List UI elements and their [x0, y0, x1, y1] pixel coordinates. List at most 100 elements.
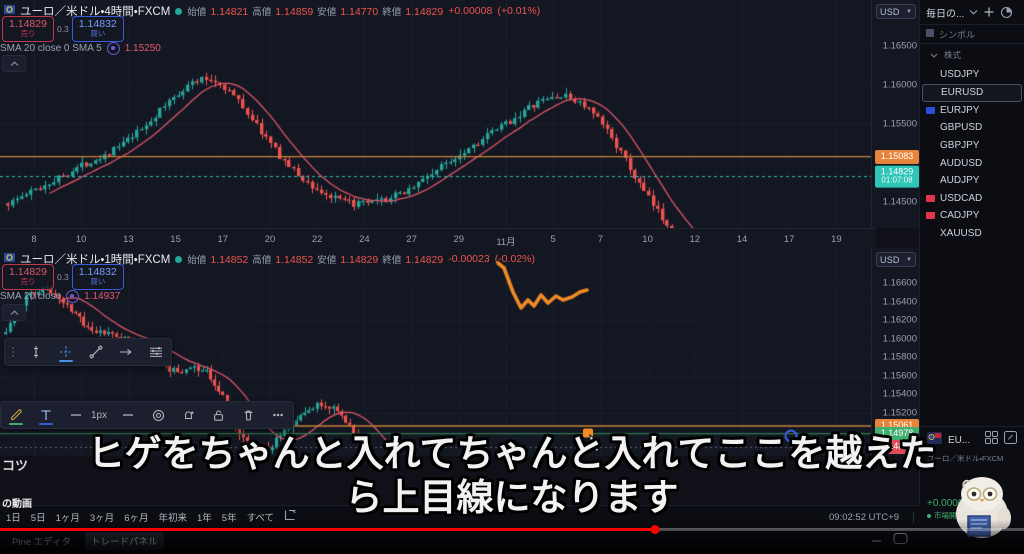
watchlist-item-usdcad[interactable]: USDCAD [920, 190, 1024, 208]
price-badge-orange[interactable]: 1.15083 [875, 149, 919, 164]
timeframe-button-6[interactable]: 1年 [197, 513, 212, 524]
crosshair-tool-icon[interactable] [51, 339, 81, 365]
trendline-tool-icon[interactable] [81, 339, 111, 365]
chart-canvas-4h[interactable] [0, 0, 876, 228]
timeframe-button-7[interactable]: 5年 [221, 513, 237, 524]
price-badge-red[interactable]: 1.14829 [875, 440, 919, 455]
sort-icon[interactable] [926, 29, 934, 39]
watchlist-item-cadjpy[interactable]: CADJPY [920, 207, 1024, 225]
arrow-tool-icon[interactable] [111, 339, 141, 365]
timeframe-button-0[interactable]: 1日 [6, 513, 21, 524]
watchlist-item-gbpusd[interactable]: GBPUSD [920, 119, 1024, 137]
delete-tool-icon[interactable] [233, 402, 263, 428]
chevron-down-icon[interactable] [969, 9, 978, 15]
visibility-icon[interactable] [106, 42, 120, 55]
sell-button-1h[interactable]: 1.14829 売り [2, 264, 54, 290]
watchlist-item-audusd[interactable]: AUDUSD [920, 154, 1024, 172]
watchlist-group-row[interactable]: 株式 [920, 44, 1024, 66]
jump-to-date-icon[interactable] [284, 508, 297, 526]
watchlist-item-eurjpy[interactable]: EURJPY [920, 102, 1024, 120]
watchlist-item-usdjpy[interactable]: USDJPY [920, 66, 1024, 84]
price-tick: 1.15200 [882, 407, 917, 419]
chart-legend-1h: ユーロ／米ドル・1時間・FXCM 始値 1.14852 高値 1.14852 安… [4, 251, 535, 267]
collapse-pane-button-1h[interactable] [2, 304, 26, 321]
time-tick: 22 [311, 234, 323, 245]
indicator-value-1h: 1.14937 [84, 291, 121, 302]
timeframe-button-8[interactable]: すべて [246, 513, 275, 524]
bid-ask-widget-4h[interactable]: 1.14829 売り 0.3 1.14832 買い [2, 16, 124, 42]
detail-status-text: 市場開始 [934, 511, 964, 520]
fib-tool-icon[interactable] [141, 339, 171, 365]
watchlist-column-header[interactable]: シンボル [920, 24, 1024, 44]
drawing-handle[interactable] [583, 428, 593, 438]
timeframe-button-5[interactable]: 年初来 [158, 513, 187, 524]
watchlist-item-audjpy[interactable]: AUDJPY [920, 172, 1024, 190]
low-value: 1.14829 [340, 254, 379, 266]
lock-tool-icon[interactable] [203, 402, 233, 428]
edit-icon[interactable] [1004, 431, 1017, 449]
currency-selector-1h[interactable]: USD ▼ [876, 252, 916, 267]
time-tick: 14 [736, 234, 748, 245]
symbol-flag-icon [926, 177, 935, 184]
price-scale-1h[interactable]: USD ▼ 1.16600 1.16400 1.16200 1.16000 1.1580… [871, 248, 920, 456]
time-tick: 29 [453, 234, 465, 245]
chevron-down-icon[interactable] [930, 50, 938, 60]
timeframe-button-4[interactable]: 6ヶ月 [124, 513, 149, 524]
watchlist-title[interactable]: 毎日の... [926, 8, 965, 20]
visibility-icon[interactable] [66, 290, 80, 303]
text-tool-icon[interactable] [31, 402, 61, 428]
drawing-tools-toolbar[interactable] [4, 338, 172, 366]
price-badge-green[interactable]: 1.14978 [875, 426, 919, 441]
sell-button-4h[interactable]: 1.14829 売り [2, 16, 54, 42]
line-width-value[interactable]: 1px [91, 409, 108, 421]
settings-tool-icon[interactable] [143, 402, 173, 428]
indicator-row-4h[interactable]: SMA 20 close 0 SMA 5 1.15250 [0, 42, 161, 55]
price-tick: 1.16200 [882, 314, 917, 326]
bid-ask-widget-1h[interactable]: 1.14829 売り 0.3 1.14832 買い [2, 264, 124, 290]
video-player-controls[interactable] [0, 520, 1024, 554]
buy-button-4h[interactable]: 1.14832 買い [71, 16, 124, 42]
indicator-row-1h[interactable]: SMA 20 close 1.14937 [0, 290, 120, 303]
drawing-style-toolbar[interactable]: 1px [0, 401, 295, 429]
price-tick: 1.16400 [882, 296, 917, 308]
high-value: 1.14852 [275, 254, 314, 266]
progress-bar-knob[interactable] [650, 525, 660, 534]
chart-title-4h: ユーロ／米ドル・4時間・FXCM [20, 6, 171, 18]
linewidth-tool-icon[interactable] [61, 402, 91, 428]
watchlist-header: 毎日の... [920, 0, 1024, 24]
drawing-anchor[interactable] [784, 429, 798, 443]
collapse-pane-button-4h[interactable] [2, 55, 26, 72]
status-dot-icon [175, 255, 183, 263]
progress-bar-track[interactable] [0, 525, 1024, 534]
price-scale-4h[interactable]: USD ▼ 1.16500 1.16000 1.15500 1.14500 1.1508… [871, 0, 920, 228]
currency-selector-4h[interactable]: USD ▼ [876, 4, 916, 19]
watchlist-rows[interactable]: USDJPY EURUSD EURJPY GBPUSD GBPJPY AUDUSD AUDJ… [920, 66, 1024, 242]
time-tick: 11月 [496, 237, 516, 248]
timeframe-row[interactable]: 1日 5日 1ヶ月 3ヶ月 6ヶ月 年初来 1年 5年 すべて 09:02:52 UTC+9 [0, 506, 920, 528]
more-tool-icon[interactable] [263, 402, 293, 428]
change-pct-4h: (+0.01%) [497, 5, 541, 17]
cursor-tool-icon[interactable] [21, 339, 51, 365]
buy-button-1h[interactable]: 1.14832 買い [71, 264, 124, 290]
price-tick: 1.15400 [882, 388, 917, 400]
symbol-flag-icon [927, 89, 936, 96]
time-tick: 8 [31, 234, 37, 245]
alert-tool-icon[interactable] [173, 402, 203, 428]
watchlist-item-xauusd[interactable]: XAUUSD [920, 225, 1024, 243]
watchlist-panel[interactable]: 毎日の... シンボル 株式 USDJPY EURUSD EURJPY GBPUSD G… [919, 0, 1024, 426]
time-scale-4h[interactable]: 8 10 13 15 17 20 22 24 27 29 11月 5 7 10 12 14 17 19 [0, 228, 876, 249]
watchlist-item-eurusd[interactable]: EURUSD [922, 83, 1022, 102]
low-label: 安値 [317, 255, 337, 266]
timeframe-button-2[interactable]: 1ヶ月 [55, 513, 80, 524]
chart-pane-4h[interactable]: ユーロ／米ドル・4時間・FXCM 始値 1.14821 高値 1.14859 安… [0, 0, 876, 228]
timeframe-button-3[interactable]: 3ヶ月 [89, 513, 115, 524]
watchlist-item-gbpjpy[interactable]: GBPJPY [920, 137, 1024, 155]
price-badge-teal[interactable]: 1.14829 01:07:08 [875, 165, 919, 188]
toolbar-drag-handle[interactable] [5, 347, 21, 357]
watchlist-menu-icon[interactable] [1000, 6, 1013, 19]
pencil-tool-icon[interactable] [1, 402, 31, 428]
linestyle-tool-icon[interactable] [113, 402, 143, 428]
timeframe-button-1[interactable]: 5日 [30, 513, 46, 524]
add-symbol-button[interactable] [983, 6, 995, 18]
grid-layout-icon[interactable] [985, 431, 998, 449]
